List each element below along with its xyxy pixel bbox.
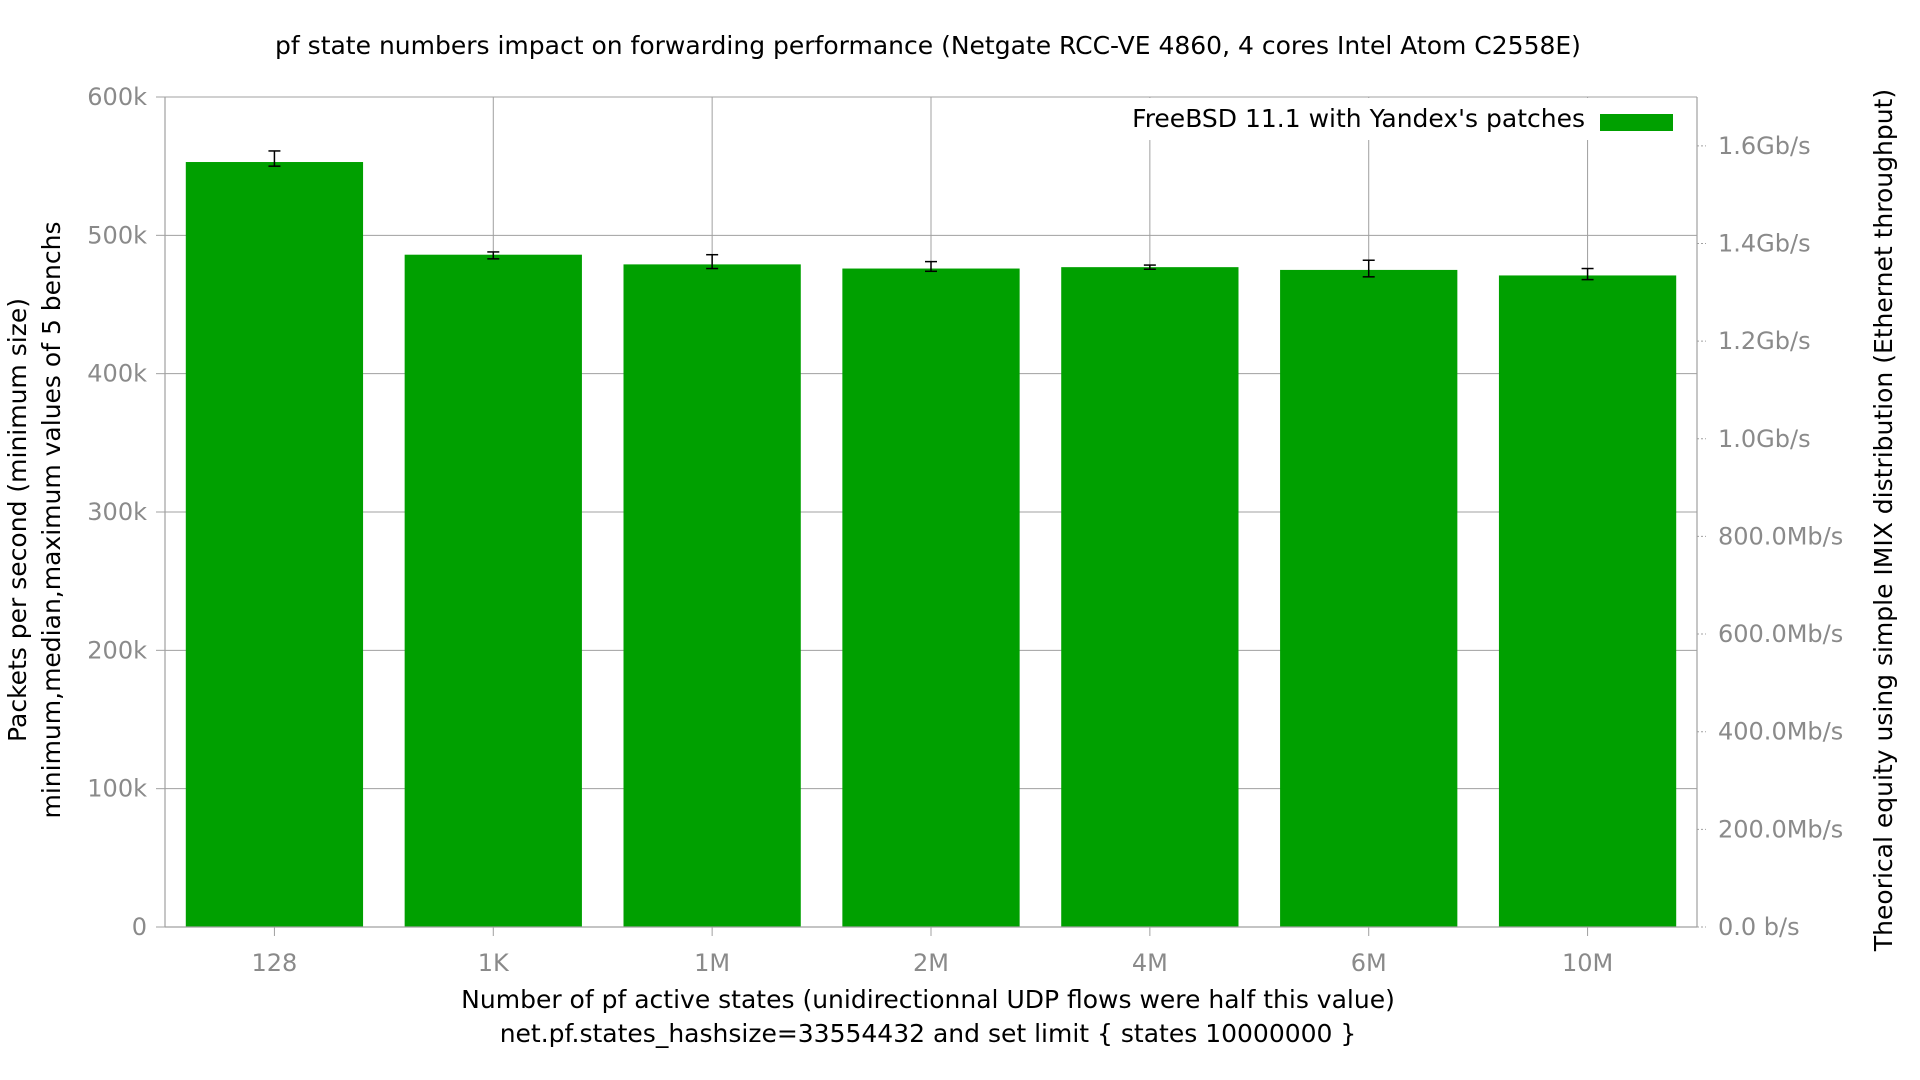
x-tick-label: 1M [694, 949, 730, 977]
y-tick-label: 300k [87, 498, 147, 526]
error-bar-10M [1581, 267, 1594, 281]
legend-swatch [1600, 114, 1673, 131]
bar-10M [1498, 275, 1677, 927]
error-bar-1M [706, 253, 719, 270]
y2-tick-label: 1.4Gb/s [1718, 229, 1811, 257]
y-tick-label: 600k [87, 83, 147, 111]
y2-axis-label: Theorical equity using simple IMIX distr… [1869, 89, 1898, 952]
bar-1M [623, 264, 801, 928]
y-tick-label: 0 [132, 913, 147, 941]
chart-title: pf state numbers impact on forwarding pe… [275, 31, 1581, 60]
y2-tick-label: 0.0 b/s [1718, 913, 1800, 941]
legend: FreeBSD 11.1 with Yandex's patches [1128, 98, 1676, 140]
x-axis-label: Number of pf active states (unidirection… [461, 985, 1395, 1014]
y-tick-label: 400k [87, 360, 147, 388]
legend-background [1128, 98, 1676, 140]
bar-4M [1061, 267, 1239, 927]
bar-1K [404, 254, 582, 927]
bar-128 [185, 162, 364, 927]
error-bar-1K [487, 251, 500, 260]
x-axis-sublabel: net.pf.states_hashsize=33554432 and set … [500, 1019, 1357, 1048]
error-bar-128 [268, 150, 281, 167]
y-axis-sublabel: minimum,median,maximum values of 5 bench… [37, 221, 66, 818]
y2-tick-label: 1.0Gb/s [1718, 425, 1811, 453]
x-tick-label: 4M [1132, 949, 1168, 977]
y2-tick-label: 800.0Mb/s [1718, 522, 1843, 550]
tick-labels: 0 100k 200k 300k 400k 500k 600k 128 1K 1M 2M 4M 6M 10… [87, 83, 1843, 977]
x-tick-label: 2M [913, 949, 949, 977]
error-bar-6M [1362, 259, 1375, 278]
axes [156, 96, 1706, 936]
y2-tick-label: 200.0Mb/s [1718, 815, 1843, 843]
y2-tick-label: 1.2Gb/s [1718, 327, 1811, 355]
bars [185, 162, 1677, 928]
x-tick-label: 1K [478, 949, 510, 977]
x-tick-label: 128 [252, 949, 298, 977]
y-tick-label: 500k [87, 221, 147, 249]
bar-2M [842, 268, 1020, 927]
error-bar-4M [1143, 264, 1156, 270]
x-tick-label: 10M [1562, 949, 1613, 977]
y2-tick-label: 600.0Mb/s [1718, 620, 1843, 648]
y2-tick-label: 400.0Mb/s [1718, 718, 1843, 746]
bar-6M [1280, 269, 1458, 928]
error-bars [268, 150, 1594, 281]
error-bar-2M [925, 260, 937, 273]
legend-label: FreeBSD 11.1 with Yandex's patches [1132, 104, 1585, 133]
y2-tick-label: 1.6Gb/s [1718, 132, 1811, 160]
y-axis-label: Packets per second (minimum size) [3, 298, 32, 742]
x-tick-label: 6M [1351, 949, 1387, 977]
y-tick-label: 100k [87, 775, 147, 803]
y-tick-label: 200k [87, 636, 147, 664]
